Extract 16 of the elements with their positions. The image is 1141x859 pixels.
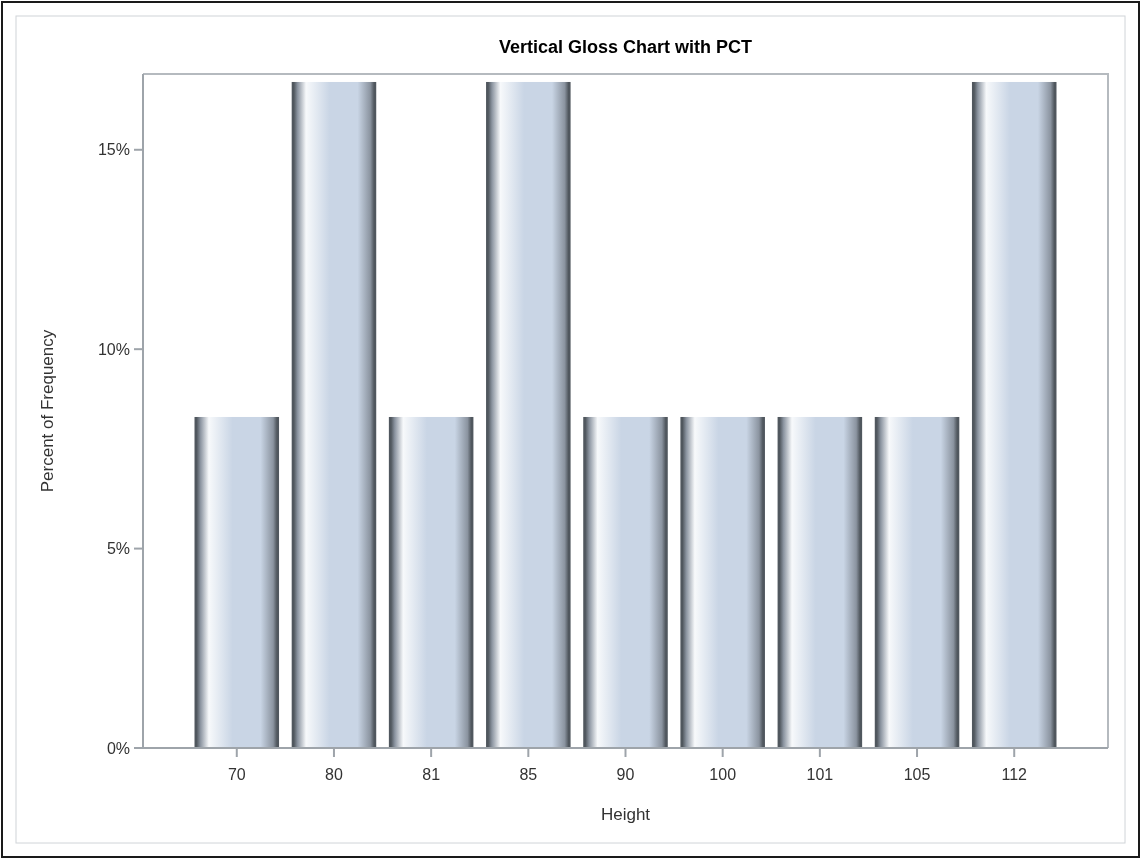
x-tick-label: 100 bbox=[709, 766, 737, 783]
x-tick-label: 90 bbox=[616, 766, 635, 783]
x-axis-title: Height bbox=[600, 805, 651, 824]
x-tick-label: 81 bbox=[422, 766, 441, 783]
x-tick-label: 80 bbox=[325, 766, 343, 783]
x-tick-label: 105 bbox=[903, 766, 931, 783]
y-axis-title: Percent of Frequency bbox=[38, 329, 57, 493]
chart-title: Vertical Gloss Chart with PCT bbox=[498, 37, 753, 57]
y-tick-label: 5% bbox=[106, 540, 130, 558]
x-tick-label: 112 bbox=[1001, 766, 1028, 783]
y-tick-label: 10% bbox=[97, 340, 130, 358]
y-tick-label: 0% bbox=[106, 739, 130, 757]
x-tick-label: 85 bbox=[519, 766, 538, 783]
x-tick-label: 101 bbox=[806, 766, 834, 783]
x-tick-label: 70 bbox=[227, 766, 246, 783]
y-tick-label: 15% bbox=[97, 141, 130, 159]
